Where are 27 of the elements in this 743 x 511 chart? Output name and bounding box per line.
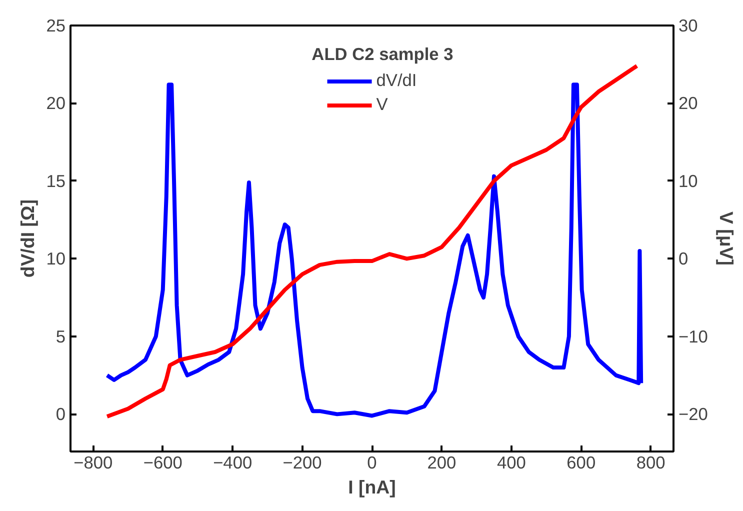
y-tick-label: 20: [46, 93, 66, 114]
y2-tick-label: 20: [678, 93, 698, 114]
x-tick-label: −400: [213, 452, 252, 472]
x-tick-label: 600: [566, 452, 596, 472]
y2-tick-label: 10: [678, 170, 698, 191]
x-tick-label: 0: [367, 452, 377, 472]
y2-tick-label: 0: [678, 248, 688, 269]
y-axis-title: dV/dI [Ω]: [17, 199, 38, 278]
legend-label: dV/dI: [376, 70, 417, 91]
x-axis-title: I [nA]: [348, 476, 396, 498]
x-tick-label: −200: [282, 452, 322, 472]
annotation: ALD C2 sample 3: [312, 44, 454, 64]
x-tick-label: −800: [74, 452, 113, 472]
y-tick-label: 0: [56, 404, 66, 424]
y-tick-label: 15: [46, 170, 66, 191]
y2-tick-label: 30: [678, 16, 698, 36]
y-tick-label: 10: [46, 248, 66, 269]
x-tick-label: −600: [143, 452, 182, 472]
y-tick-label: 25: [46, 16, 66, 36]
y-tick-label: 5: [56, 326, 66, 346]
x-tick-label: 800: [636, 452, 666, 472]
legend-label: V: [376, 94, 389, 115]
x-tick-label: 200: [427, 452, 456, 472]
y2-tick-label: −10: [678, 326, 708, 346]
y2-tick-label: −20: [678, 404, 708, 424]
x-tick-label: 400: [496, 452, 526, 472]
y2-axis-title: V [μV]: [716, 212, 737, 266]
